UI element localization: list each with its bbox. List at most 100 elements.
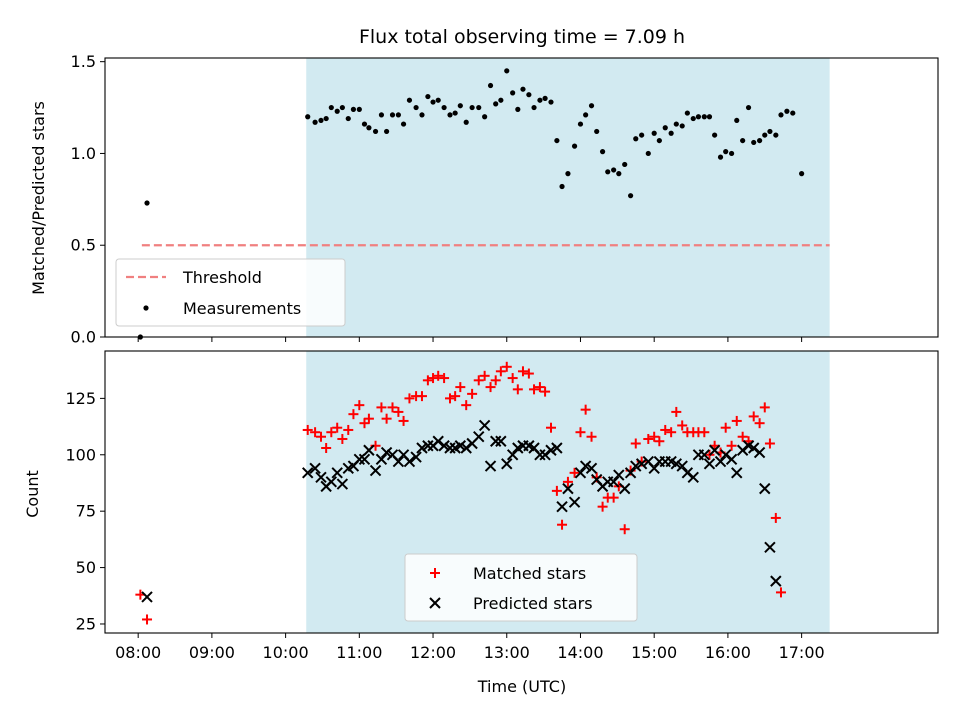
matched-stars-point [597, 501, 608, 512]
predicted-stars-point [698, 449, 711, 461]
measurement-point [378, 112, 385, 118]
matched-stars-point [630, 438, 641, 449]
matched-stars-point [416, 391, 427, 402]
x-marker-b [759, 482, 771, 495]
measurement-point [767, 128, 773, 135]
legend-predicted-swatch-b [429, 597, 441, 609]
top-y-axis-label: Matched/Predicted stars [29, 101, 48, 295]
x-tick-label: 12:00 [410, 643, 456, 662]
predicted-stars-point [759, 482, 771, 495]
matched-stars-point [433, 370, 444, 381]
x-marker-b [687, 471, 699, 484]
measurement-point [757, 137, 763, 144]
x-tick-label: 13:00 [484, 643, 530, 662]
matched-stars-point [332, 422, 343, 433]
x-marker-b [528, 442, 540, 454]
x-marker-b [141, 591, 153, 603]
predicted-stars-point [380, 446, 393, 459]
x-marker-b [380, 446, 393, 459]
x-marker-b [624, 467, 637, 479]
measurement-point [542, 95, 548, 101]
x-marker-b [670, 458, 683, 470]
x-marker-b [648, 462, 660, 475]
matched-stars-point [455, 382, 466, 393]
x-marker-b [725, 453, 738, 465]
y-tick-label: 125 [65, 389, 96, 408]
x-marker-b [422, 440, 434, 452]
measurement-point [565, 171, 571, 177]
measurement-point [784, 108, 790, 114]
predicted-stars-point [331, 467, 343, 479]
x-marker-b [397, 449, 410, 461]
predicted-stars-point [506, 449, 519, 461]
x-marker-b [681, 467, 694, 479]
x-marker-b [630, 460, 642, 472]
measurement-point [419, 112, 425, 118]
measurement-point [611, 167, 617, 173]
x-marker-b [568, 496, 581, 508]
x-marker-b [753, 446, 766, 459]
matched-stars-point [575, 427, 586, 438]
x-marker-b [438, 440, 450, 452]
matched-stars-point [473, 375, 484, 386]
predicted-stars-point [676, 460, 688, 472]
measurement-point [515, 106, 521, 112]
matched-stars-point [444, 393, 455, 404]
measurement-point [778, 112, 784, 118]
predicted-stars-point [309, 462, 321, 475]
matched-stars-point [393, 406, 404, 417]
measurement-point [651, 130, 657, 136]
matched-stars-point [490, 375, 501, 386]
matched-stars-point [580, 404, 591, 415]
measurement-point [723, 149, 729, 155]
x-marker-b [618, 482, 631, 495]
measurement-point [345, 115, 351, 122]
matched-stars-point [666, 427, 677, 438]
matched-stars-point [562, 476, 573, 487]
measurement-point [740, 137, 746, 144]
x-tick-label: 15:00 [631, 643, 677, 662]
measurement-point [745, 104, 752, 111]
x-marker-b [545, 444, 557, 456]
matched-stars-point [586, 431, 597, 442]
matched-stars-point [461, 400, 472, 411]
measurement-point [599, 149, 606, 155]
predicted-stars-point [444, 442, 456, 454]
predicted-stars-point [725, 453, 738, 465]
predicted-stars-point [495, 435, 507, 447]
matched-stars-point [557, 519, 568, 530]
matched-stars-point [759, 402, 770, 413]
measurement-point [628, 193, 634, 199]
measurement-point [594, 128, 600, 135]
predicted-stars-point [325, 476, 338, 488]
measurement-point [318, 117, 324, 124]
x-marker-b [410, 451, 422, 463]
x-marker-b [642, 455, 655, 468]
measurement-point [583, 112, 589, 118]
predicted-stars-point [753, 446, 766, 459]
matched-stars-point [737, 431, 748, 442]
measurement-point [520, 86, 526, 92]
x-marker-b [665, 455, 677, 468]
x-marker-b [454, 440, 467, 452]
measurement-point [639, 132, 645, 138]
y-tick-label: 1.5 [71, 52, 96, 71]
matched-stars-point [450, 391, 461, 402]
matched-stars-point [381, 413, 392, 424]
bottom-axes-frame [104, 350, 939, 634]
x-marker-b [386, 449, 399, 461]
matched-stars-point [731, 415, 742, 426]
predicted-stars-point [416, 442, 428, 454]
measurement-point [526, 92, 532, 98]
x-marker-b [489, 435, 502, 447]
measurement-point [430, 99, 436, 105]
measurement-point [773, 132, 779, 138]
matched-stars-point [479, 370, 490, 381]
predicted-stars-point [501, 458, 513, 470]
predicted-stars-point [473, 431, 485, 443]
x-marker-b [331, 467, 343, 479]
x-tick-label: 10:00 [263, 643, 309, 662]
matched-stars-point [619, 524, 630, 535]
measurement-point [537, 97, 543, 103]
measurement-point [559, 183, 565, 190]
